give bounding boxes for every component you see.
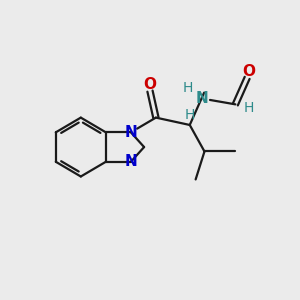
Text: N: N <box>124 125 137 140</box>
Text: N: N <box>195 91 208 106</box>
Text: O: O <box>242 64 255 79</box>
Text: H: H <box>244 101 254 115</box>
Text: H: H <box>183 81 194 95</box>
Text: O: O <box>143 77 157 92</box>
Text: H: H <box>184 108 195 122</box>
Text: N: N <box>124 154 137 169</box>
